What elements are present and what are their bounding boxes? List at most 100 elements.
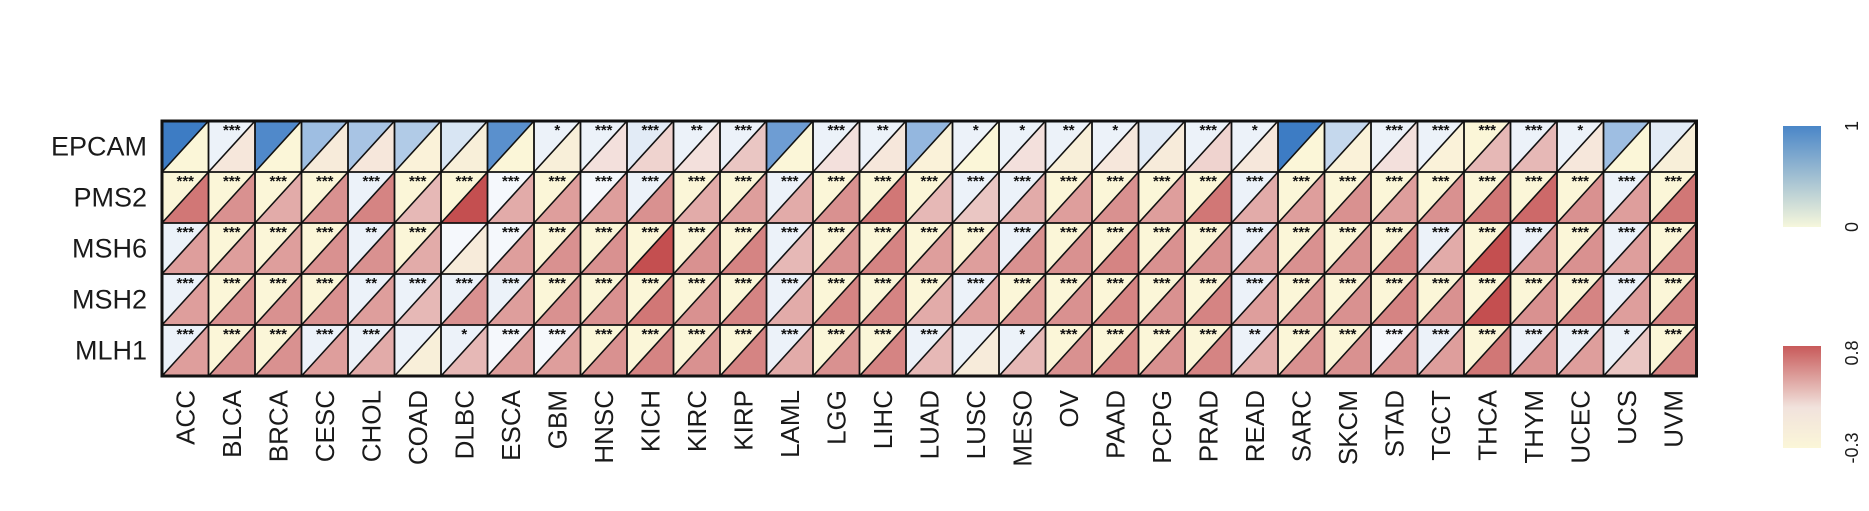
cell-diagonal bbox=[1370, 324, 1419, 377]
cell-diagonal bbox=[1277, 273, 1326, 326]
significance-mark: *** bbox=[316, 224, 334, 241]
heatmap-cell: *** bbox=[1044, 222, 1093, 275]
significance-mark: *** bbox=[1664, 275, 1682, 292]
significance-mark: *** bbox=[920, 275, 938, 292]
cell-diagonal bbox=[1323, 222, 1372, 275]
significance-mark: *** bbox=[874, 275, 892, 292]
heatmap-cell: *** bbox=[207, 324, 256, 377]
heatmap-cell: * bbox=[1602, 324, 1651, 377]
row-label: MLH1 bbox=[75, 336, 147, 366]
significance-mark: *** bbox=[1385, 122, 1403, 139]
heatmap-cell: *** bbox=[1230, 273, 1279, 326]
cell-diagonal bbox=[1649, 273, 1698, 326]
significance-mark: *** bbox=[269, 326, 287, 343]
significance-mark: ** bbox=[365, 224, 377, 241]
significance-mark: *** bbox=[781, 275, 799, 292]
heatmap-cell: *** bbox=[951, 171, 1000, 224]
column-label: SARC bbox=[1286, 390, 1316, 462]
column-label: STAD bbox=[1379, 390, 1409, 457]
cell-diagonal bbox=[486, 120, 535, 173]
heatmap-cell: *** bbox=[161, 324, 210, 377]
cell-diagonal bbox=[579, 324, 628, 377]
heatmap-cell: *** bbox=[951, 273, 1000, 326]
cell-diagonal bbox=[161, 120, 210, 173]
significance-mark: *** bbox=[269, 173, 287, 190]
heatmap-cell: *** bbox=[1137, 273, 1186, 326]
cell-diagonal bbox=[1602, 171, 1651, 224]
cell-diagonal bbox=[951, 273, 1000, 326]
significance-mark: *** bbox=[641, 326, 659, 343]
heatmap-cell: *** bbox=[812, 273, 861, 326]
cell-diagonal bbox=[1184, 222, 1233, 275]
heatmap-cell bbox=[1277, 120, 1326, 173]
legend-lower: 0.8 -0.3 bbox=[1783, 340, 1862, 464]
significance-mark: *** bbox=[734, 275, 752, 292]
cell-diagonal bbox=[672, 273, 721, 326]
significance-mark: *** bbox=[1525, 224, 1543, 241]
heatmap-cell: *** bbox=[1602, 273, 1651, 326]
heatmap-cell bbox=[1649, 120, 1698, 173]
significance-mark: *** bbox=[827, 122, 845, 139]
significance-mark: *** bbox=[641, 275, 659, 292]
significance-mark: * bbox=[1252, 122, 1258, 139]
cell-diagonal bbox=[998, 273, 1047, 326]
heatmap-cell: *** bbox=[626, 222, 675, 275]
significance-mark: *** bbox=[176, 173, 194, 190]
cell-diagonal bbox=[998, 171, 1047, 224]
heatmap-cell: *** bbox=[1649, 324, 1698, 377]
heatmap-cell: *** bbox=[1044, 273, 1093, 326]
significance-mark: *** bbox=[1571, 275, 1589, 292]
column-label: MESO bbox=[1007, 390, 1037, 467]
cell-diagonal bbox=[1556, 273, 1605, 326]
cell-diagonal bbox=[347, 171, 396, 224]
significance-mark: ** bbox=[365, 275, 377, 292]
cell-diagonal bbox=[300, 324, 349, 377]
cell-diagonal bbox=[905, 120, 954, 173]
cell-diagonal bbox=[998, 222, 1047, 275]
cell-diagonal bbox=[1277, 324, 1326, 377]
cell-diagonal bbox=[1044, 273, 1093, 326]
significance-mark: *** bbox=[1199, 224, 1217, 241]
column-label: LIHC bbox=[868, 390, 898, 449]
significance-mark: *** bbox=[595, 326, 613, 343]
cell-diagonal bbox=[858, 222, 907, 275]
heatmap-cell: *** bbox=[1091, 273, 1140, 326]
significance-mark: *** bbox=[1246, 275, 1264, 292]
heatmap-cell: *** bbox=[533, 222, 582, 275]
significance-mark: *** bbox=[1571, 173, 1589, 190]
cell-diagonal bbox=[1091, 222, 1140, 275]
cell-diagonal bbox=[1323, 273, 1372, 326]
heatmap-cell bbox=[393, 324, 442, 377]
cell-diagonal bbox=[579, 120, 628, 173]
significance-mark: *** bbox=[176, 326, 194, 343]
significance-mark: ** bbox=[1249, 326, 1261, 343]
significance-mark: * bbox=[1624, 326, 1630, 343]
cell-diagonal bbox=[905, 324, 954, 377]
cell-diagonal bbox=[858, 324, 907, 377]
heatmap-cell: *** bbox=[765, 171, 814, 224]
heatmap-cell: *** bbox=[905, 222, 954, 275]
heatmap-cell: *** bbox=[1463, 324, 1512, 377]
cell-diagonal bbox=[672, 222, 721, 275]
significance-mark: *** bbox=[548, 326, 566, 343]
cell-diagonal bbox=[1184, 120, 1233, 173]
heatmap-cell: *** bbox=[1091, 222, 1140, 275]
significance-mark: *** bbox=[362, 326, 380, 343]
cell-diagonal bbox=[1649, 171, 1698, 224]
cell-diagonal bbox=[161, 171, 210, 224]
heatmap-cell: *** bbox=[672, 324, 721, 377]
cell-diagonal bbox=[1416, 171, 1465, 224]
significance-mark: *** bbox=[1292, 173, 1310, 190]
heatmap-cell bbox=[393, 120, 442, 173]
heatmap-cell: ** bbox=[672, 120, 721, 173]
significance-mark: *** bbox=[827, 173, 845, 190]
cell-diagonal bbox=[161, 222, 210, 275]
heatmap-cell bbox=[905, 120, 954, 173]
column-label: CHOL bbox=[356, 390, 386, 462]
heatmap-cell: *** bbox=[300, 171, 349, 224]
significance-mark: *** bbox=[1618, 173, 1636, 190]
cell-diagonal bbox=[347, 324, 396, 377]
significance-mark: *** bbox=[967, 173, 985, 190]
cell-diagonal bbox=[1602, 222, 1651, 275]
cell-diagonal bbox=[812, 324, 861, 377]
